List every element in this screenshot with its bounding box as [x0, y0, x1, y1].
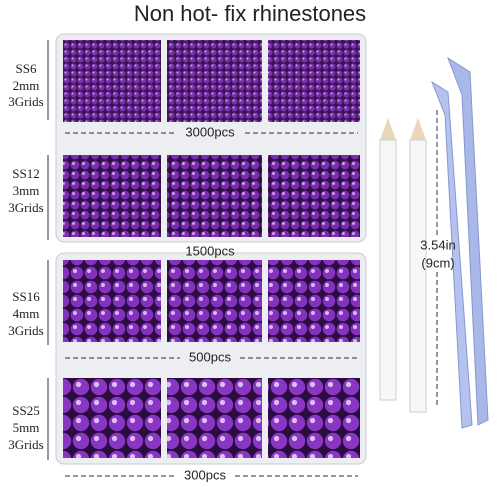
size-grids: 3Grids — [8, 94, 43, 109]
size-grids: 3Grids — [8, 200, 43, 215]
size-name: SS12 — [12, 166, 39, 181]
tweezers — [430, 56, 489, 429]
size-name: SS25 — [12, 403, 39, 418]
count: 1500pcs — [185, 243, 235, 258]
size-labels: SS6 2mm 3Grids SS12 3mm 3Grids SS16 4mm … — [8, 61, 43, 452]
size-grids: 3Grids — [8, 437, 43, 452]
measure-inches: 3.54in — [420, 237, 455, 252]
size-grids: 3Grids — [8, 323, 43, 338]
measure: 3.54in (9cm) — [420, 237, 455, 270]
size-mm: 5mm — [13, 420, 40, 435]
size-name: SS6 — [16, 61, 37, 76]
size-mm: 2mm — [13, 78, 40, 93]
count: 300pcs — [184, 467, 226, 482]
title: Non hot- fix rhinestones — [134, 1, 366, 26]
count: 3000pcs — [185, 124, 235, 139]
size-mm: 3mm — [13, 183, 40, 198]
measure-cm: (9cm) — [421, 255, 454, 270]
count: 500pcs — [189, 349, 231, 364]
size-name: SS16 — [12, 289, 40, 304]
brackets — [47, 40, 438, 477]
size-mm: 4mm — [13, 306, 40, 321]
pencils — [379, 118, 427, 413]
storage-boxes — [55, 33, 367, 465]
count-labels: 3000pcs 1500pcs 500pcs 300pcs — [184, 124, 235, 482]
